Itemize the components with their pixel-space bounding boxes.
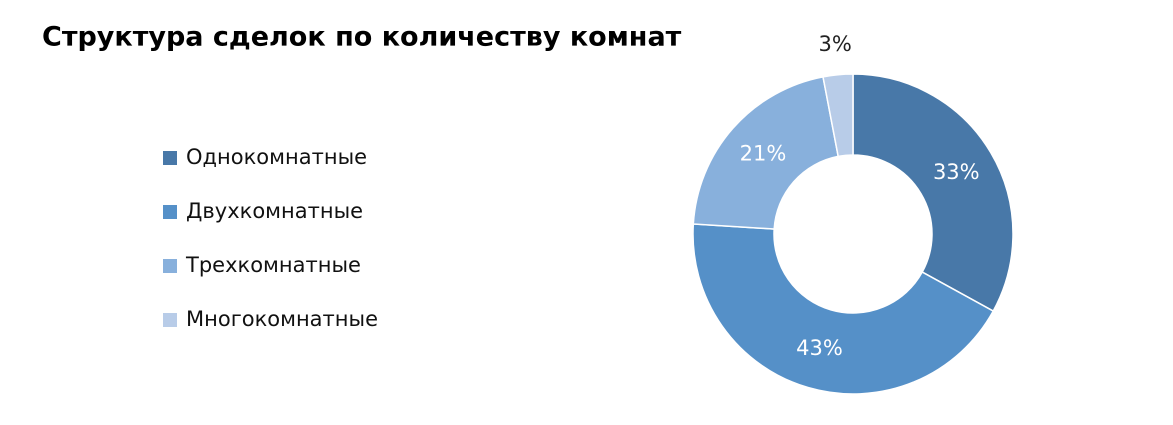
legend-swatch — [163, 259, 177, 273]
legend-label: Трехкомнатные — [185, 253, 361, 277]
donut-slice — [852, 73, 1014, 313]
donut-slice — [822, 73, 854, 158]
data-label: 43% — [796, 336, 843, 360]
data-label: 33% — [933, 160, 980, 184]
chart-title: Структура сделок по количеству комнат — [42, 22, 682, 53]
legend-label: Двухкомнатные — [186, 199, 363, 223]
legend-swatch — [163, 151, 177, 165]
legend-label: Многокомнатные — [186, 307, 378, 331]
legend-label: Однокомнатные — [186, 145, 367, 169]
donut-slice — [692, 75, 840, 230]
legend-swatch — [163, 205, 177, 219]
donut-slice — [692, 223, 995, 395]
data-label: 21% — [740, 142, 787, 166]
data-label: 3% — [818, 32, 851, 56]
legend-swatch — [163, 313, 177, 327]
